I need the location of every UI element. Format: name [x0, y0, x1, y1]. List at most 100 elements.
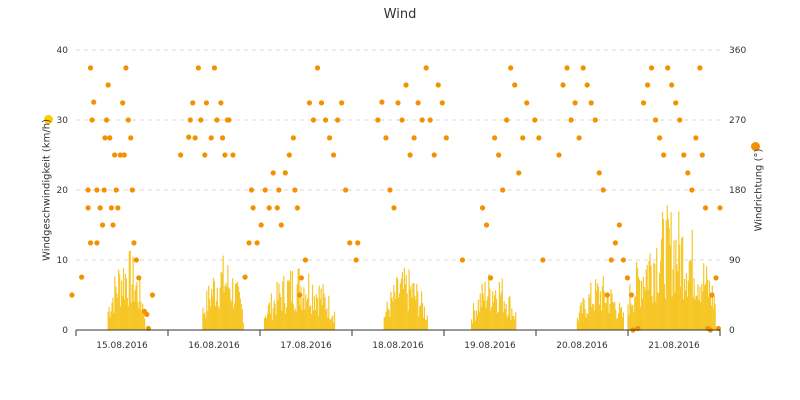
direction-point — [592, 117, 598, 123]
direction-point — [178, 152, 184, 158]
direction-point — [120, 100, 126, 106]
direction-point — [121, 152, 127, 158]
direction-point — [282, 170, 288, 176]
direction-point — [508, 65, 514, 71]
direction-legend-dot — [751, 142, 760, 151]
direction-point — [343, 187, 349, 193]
direction-point — [713, 275, 719, 281]
direction-point — [322, 117, 329, 123]
direction-point — [335, 117, 341, 123]
direction-point — [524, 100, 530, 106]
direction-point — [580, 65, 586, 71]
direction-point — [331, 152, 337, 158]
direction-point — [431, 152, 437, 158]
direction-point — [564, 65, 570, 71]
direction-point — [596, 170, 602, 176]
direction-point — [262, 187, 268, 193]
direction-point — [624, 275, 631, 281]
direction-point — [459, 257, 465, 263]
direction-point — [226, 117, 232, 123]
direction-point — [391, 205, 397, 211]
direction-point — [94, 187, 100, 193]
direction-point — [516, 170, 522, 176]
direction-point — [294, 205, 300, 211]
y-right-tick-label: 0 — [729, 326, 735, 336]
direction-point — [79, 274, 85, 280]
direction-point — [102, 135, 108, 141]
y-right-tick-label: 360 — [729, 46, 746, 56]
direction-point — [584, 82, 590, 88]
direction-point — [276, 187, 282, 193]
direction-point — [97, 205, 103, 211]
direction-point — [709, 292, 715, 298]
direction-point — [536, 135, 542, 141]
direction-point — [699, 152, 705, 158]
direction-point — [274, 205, 280, 211]
direction-point — [208, 135, 214, 141]
direction-point — [628, 292, 635, 298]
direction-point — [286, 152, 292, 158]
y-left-tick-label: 40 — [57, 46, 69, 56]
y-left-tick-label: 10 — [57, 256, 69, 266]
direction-point — [407, 152, 413, 158]
x-tick-label: 20.08.2016 — [556, 341, 608, 351]
direction-point — [85, 187, 91, 193]
direction-point — [198, 117, 204, 123]
direction-point — [99, 222, 106, 228]
direction-point — [702, 205, 709, 211]
direction-point — [644, 82, 651, 88]
direction-point — [110, 222, 116, 228]
direction-point — [297, 292, 303, 298]
direction-point — [292, 187, 298, 193]
direction-point — [290, 135, 296, 141]
speed-legend-dot — [44, 115, 53, 124]
direction-point — [512, 82, 518, 88]
direction-point — [101, 187, 107, 193]
direction-point — [665, 65, 671, 71]
direction-point — [347, 240, 353, 246]
direction-point — [556, 152, 562, 158]
direction-point — [653, 117, 659, 123]
x-tick-label: 16.08.2016 — [188, 341, 240, 351]
direction-point — [310, 117, 317, 123]
direction-point — [693, 135, 699, 141]
direction-point — [572, 100, 578, 106]
direction-point — [218, 100, 224, 106]
direction-point — [108, 205, 115, 211]
direction-point — [483, 222, 490, 228]
direction-point — [190, 100, 196, 106]
direction-point — [689, 187, 695, 193]
direction-point — [266, 205, 272, 211]
direction-point — [246, 240, 252, 246]
direction-point — [681, 152, 687, 158]
direction-point — [136, 275, 142, 281]
direction-point — [278, 222, 284, 228]
direction-point — [254, 240, 260, 246]
direction-point — [443, 135, 449, 141]
y-left-tick-label: 30 — [57, 116, 69, 126]
direction-point — [219, 135, 226, 141]
direction-point — [669, 82, 675, 88]
direction-point — [496, 152, 502, 158]
direction-point — [648, 65, 655, 71]
direction-point — [133, 257, 139, 263]
direction-point — [186, 134, 192, 140]
direction-point — [479, 205, 486, 211]
direction-point — [673, 100, 679, 106]
direction-point — [250, 205, 256, 211]
direction-point — [640, 100, 647, 106]
y-left-tick-label: 20 — [57, 186, 69, 196]
direction-point — [117, 152, 123, 158]
direction-point — [103, 117, 110, 123]
direction-point — [415, 100, 421, 106]
direction-point — [91, 99, 97, 105]
direction-point — [125, 117, 131, 123]
direction-point — [487, 275, 494, 281]
direction-point — [600, 187, 606, 193]
direction-point — [604, 292, 610, 298]
direction-point — [214, 117, 220, 123]
x-tick-label: 18.08.2016 — [372, 341, 424, 351]
x-tick-label: 17.08.2016 — [280, 341, 332, 351]
x-tick-label: 15.08.2016 — [96, 341, 148, 351]
